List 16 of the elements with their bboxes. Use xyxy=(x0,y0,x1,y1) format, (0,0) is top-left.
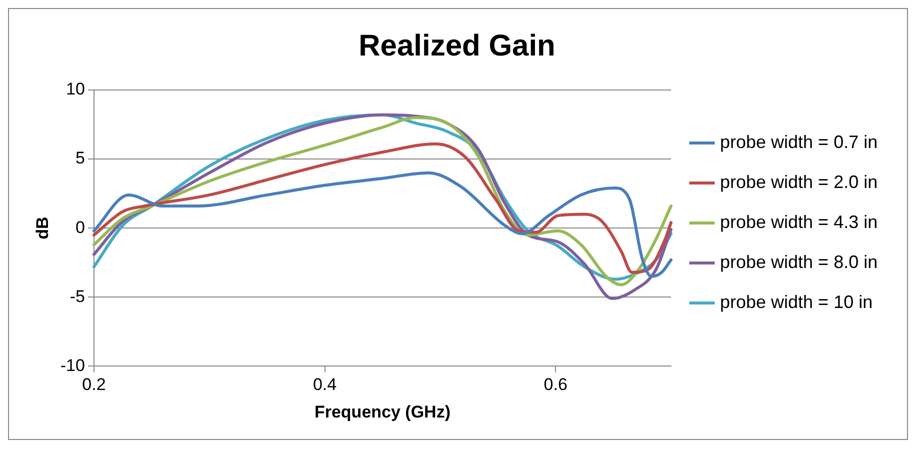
legend-label: probe width = 2.0 in xyxy=(720,172,878,192)
legend-label: probe width = 0.7 in xyxy=(720,132,878,152)
y-tick-label: -5 xyxy=(70,286,85,306)
y-axis-title: dB xyxy=(32,216,52,240)
y-tick-label: 0 xyxy=(76,218,85,237)
legend-label: probe width = 10 in xyxy=(720,292,873,312)
x-axis-title: Frequency (GHz) xyxy=(314,402,450,422)
x-tick-label: 0.4 xyxy=(312,375,337,394)
chart-title: Realized Gain xyxy=(358,29,556,62)
y-tick-label: -10 xyxy=(60,356,85,375)
y-tick-label: 10 xyxy=(66,80,85,99)
y-tick-label: 5 xyxy=(76,148,85,168)
x-tick-label: 0.2 xyxy=(82,375,106,394)
legend-label: probe width = 8.0 in xyxy=(720,252,878,272)
legend-label: probe width = 4.3 in xyxy=(720,212,878,232)
x-tick-label: 0.6 xyxy=(544,375,568,394)
